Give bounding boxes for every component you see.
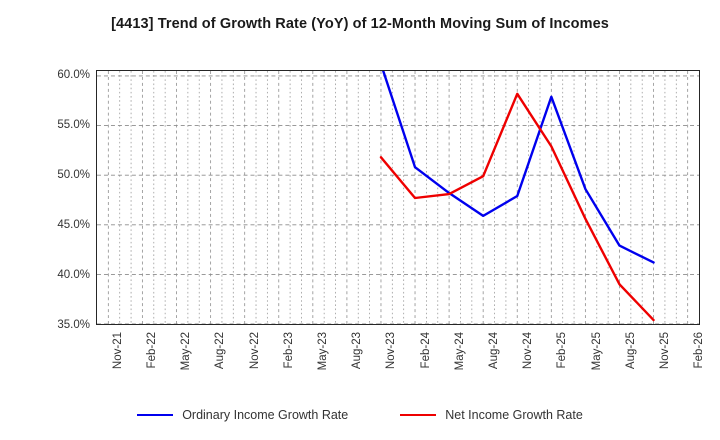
- x-axis-tick-label: May-23: [317, 332, 330, 371]
- x-axis-tick-label: Nov-21: [111, 332, 124, 370]
- chart-legend: Ordinary Income Growth Rate Net Income Gr…: [0, 408, 720, 422]
- y-axis-tick-labels: 35.0% 40.0% 45.0% 50.0% 55.0% 60.0%: [0, 69, 90, 331]
- x-axis-tick-label: Feb-25: [556, 332, 569, 369]
- x-axis-tick-label: Aug-25: [624, 332, 637, 370]
- x-axis-tick-label: Aug-22: [214, 332, 227, 370]
- legend-label: Net Income Growth Rate: [445, 408, 583, 422]
- x-axis-tick-label: Feb-23: [282, 332, 295, 369]
- x-axis-tick-label: Feb-26: [693, 332, 706, 369]
- x-axis-tick-label: Feb-24: [419, 332, 432, 369]
- x-axis-tick-labels: Nov-21 Feb-22 May-22 Aug-22 Nov-22 Feb-23 May-…: [96, 328, 705, 403]
- x-axis-tick-label: May-24: [453, 332, 466, 371]
- series-line-0: [382, 71, 655, 264]
- x-axis-tick-label: Feb-22: [146, 332, 159, 369]
- x-axis-tick-label: Aug-24: [487, 332, 500, 370]
- x-axis-tick-label: Aug-23: [351, 332, 364, 370]
- x-axis-tick-label: Nov-24: [522, 332, 535, 370]
- x-axis-tick-label: May-25: [590, 332, 603, 371]
- grid-lines: [97, 71, 699, 324]
- y-axis-tick-label: 40.0%: [57, 269, 90, 281]
- legend-item[interactable]: Ordinary Income Growth Rate: [137, 408, 348, 422]
- y-axis-tick-label: 55.0%: [57, 119, 90, 131]
- y-axis-tick-label: 35.0%: [57, 319, 90, 331]
- plot-area: [96, 70, 700, 325]
- series-lines: [379, 71, 655, 322]
- x-axis-tick-label: May-22: [180, 332, 193, 371]
- legend-color-swatch: [137, 414, 174, 416]
- series-line-1: [379, 92, 655, 322]
- y-axis-tick-label: 60.0%: [57, 69, 90, 81]
- y-axis-tick-label: 45.0%: [57, 219, 90, 231]
- chart-title: [4413] Trend of Growth Rate (YoY) of 12-…: [111, 16, 609, 32]
- x-axis-tick-label: Nov-22: [248, 332, 261, 370]
- legend-item[interactable]: Net Income Growth Rate: [400, 408, 583, 422]
- x-axis-tick-label: Nov-23: [385, 332, 398, 370]
- y-axis-tick-label: 50.0%: [57, 169, 90, 181]
- legend-label: Ordinary Income Growth Rate: [182, 408, 349, 422]
- legend-color-swatch: [400, 414, 437, 416]
- x-axis-tick-label: Nov-25: [658, 332, 671, 370]
